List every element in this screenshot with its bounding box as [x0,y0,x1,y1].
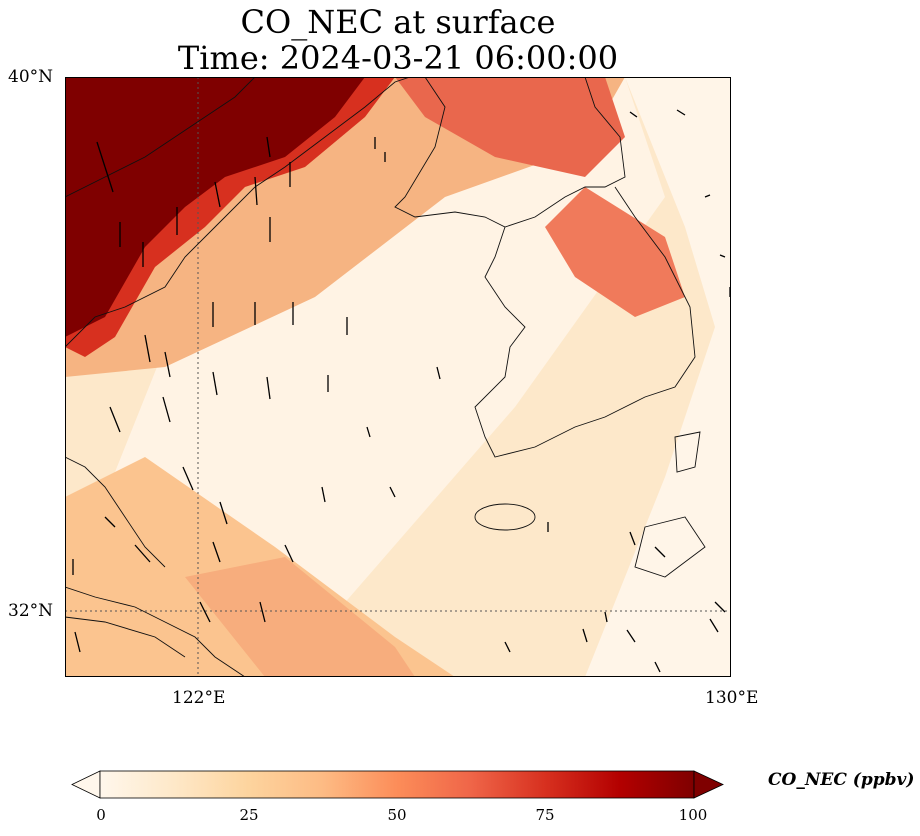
colorbar-tick-0: 0 [96,806,106,824]
coast-high-band [395,77,625,177]
lon-label-122e: 122°E [172,688,226,708]
ne-high-patch [545,187,685,317]
colorbar-label: CO_NEC (ppbv) [768,770,915,790]
east-low-region [585,77,731,677]
wind-vectors [72,109,731,673]
upper-concentration-band [65,77,625,377]
map-panel [65,77,731,677]
map-border [65,77,731,677]
lat-label-40n: 40°N [8,67,54,87]
mid-concentration-band-inner [185,557,415,677]
lon-label-130e: 130°E [705,688,759,708]
map-title: CO_NEC at surface [240,3,556,41]
coastlines [65,77,706,677]
colorbar-extend-max [693,770,724,799]
lat-label-32n: 32°N [8,601,54,621]
nw-max-region [65,77,365,337]
colorbar [71,770,724,799]
colorbar-tick-75: 75 [535,806,555,824]
colorbar-gradient [99,770,695,799]
colorbar-tick-100: 100 [678,806,708,824]
colorbar-tick-25: 25 [239,806,259,824]
colorbar-extend-min [71,770,101,799]
map-time-subtitle: Time: 2024-03-21 06:00:00 [177,39,619,77]
colorbar-tick-50: 50 [387,806,407,824]
